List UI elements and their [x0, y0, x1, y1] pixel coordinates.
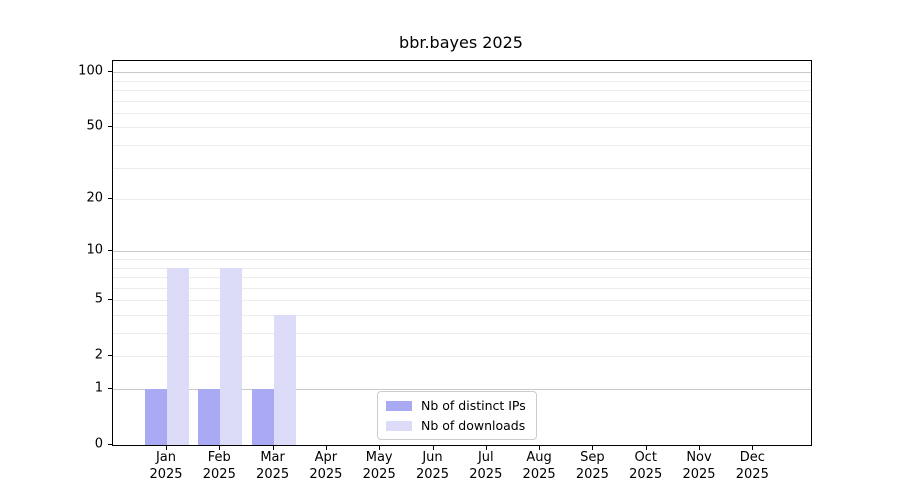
x-tick-mark [272, 446, 274, 450]
gridline-minor [113, 267, 811, 269]
x-tick-label-line: Feb [207, 450, 231, 465]
x-tick-mark [166, 446, 167, 450]
gridline-minor [113, 333, 811, 334]
legend-label: Nb of downloads [421, 418, 526, 433]
x-tick-label-line: Aug [526, 450, 552, 465]
gridline-minor [113, 80, 811, 82]
x-tick-mark [485, 446, 487, 450]
x-tick-label-line: 2025 [362, 467, 396, 482]
x-tick-label: Mar 2025 [256, 449, 289, 483]
legend-row: Nb of downloads [386, 417, 526, 434]
x-tick-mark [699, 446, 700, 450]
x-tick-label-line: 2025 [682, 467, 716, 482]
gridline-minor [113, 287, 811, 289]
y-tick-mark [108, 198, 112, 200]
gridline-minor [113, 145, 811, 146]
x-tick-mark [219, 446, 221, 450]
x-tick-label-line: 2025 [256, 467, 290, 482]
bar-distinct-ips [198, 389, 221, 445]
x-tick-label: Dec 2025 [736, 449, 769, 483]
x-tick-label-line: Jun [422, 450, 443, 465]
x-tick-label-line: Nov [686, 450, 712, 465]
y-tick-label: 20 [86, 190, 103, 206]
x-tick-label: Feb 2025 [203, 449, 236, 483]
y-tick-mark [108, 250, 112, 252]
x-tick-label: Sep 2025 [576, 449, 609, 483]
x-tick-mark [539, 446, 541, 450]
y-tick-label: 10 [86, 242, 103, 258]
gridline-minor [113, 258, 811, 260]
x-tick-label-line: 2025 [309, 467, 343, 482]
y-tick-mark [108, 126, 112, 128]
x-tick-label-line: 2025 [415, 467, 450, 482]
gridline-minor [113, 167, 811, 169]
x-tick-label-line: 2025 [522, 467, 556, 482]
x-tick-label-line: Mar [260, 450, 285, 465]
x-tick-mark [592, 446, 594, 450]
x-tick-label: Oct 2025 [629, 449, 662, 483]
x-tick-label-line: 2025 [575, 467, 609, 482]
gridline-minor [113, 127, 811, 129]
x-tick-label-line: 2025 [202, 467, 236, 482]
y-tick-label: 5 [94, 291, 103, 307]
x-tick-label-line: Oct [634, 450, 657, 465]
gridline-minor [113, 356, 811, 358]
y-tick-label: 0 [94, 436, 103, 452]
y-tick-mark [108, 355, 112, 357]
x-tick-mark [645, 446, 647, 450]
x-tick-label-line: Dec [739, 450, 765, 465]
legend-swatch [386, 400, 412, 411]
plot-area [112, 60, 812, 446]
legend: Nb of distinct IPs Nb of downloads [377, 391, 537, 440]
y-tick-label: 50 [86, 118, 103, 134]
gridline-major [113, 72, 811, 74]
legend-label: Nb of distinct IPs [421, 398, 526, 413]
bar-downloads [167, 267, 189, 445]
gridline-minor [113, 90, 811, 91]
gridline-minor [113, 199, 811, 201]
x-tick-label: May 2025 [363, 449, 396, 483]
bar-distinct-ips [145, 389, 167, 445]
x-tick-label-line: Apr [314, 450, 338, 465]
x-tick-label-line: 2025 [629, 467, 663, 482]
x-tick-label-line: 2025 [149, 467, 183, 482]
y-tick-label: 100 [78, 63, 103, 79]
y-tick-mark [108, 299, 112, 301]
bar-distinct-ips [251, 389, 274, 445]
gridline-minor [113, 100, 811, 102]
x-tick-mark [432, 446, 434, 450]
y-tick-label: 1 [94, 380, 103, 396]
x-tick-label-line: Jan [155, 450, 177, 465]
gridline-minor [113, 314, 811, 316]
x-tick-mark [752, 446, 754, 450]
x-tick-label: Nov 2025 [682, 449, 715, 483]
gridline-major [113, 389, 811, 390]
gridline-minor [113, 277, 811, 279]
x-tick-label: Aug 2025 [523, 449, 556, 483]
gridline-minor [113, 300, 811, 302]
x-tick-label: Jan 2025 [149, 449, 182, 483]
x-tick-label-line: May [365, 450, 393, 465]
gridline-minor [113, 112, 811, 114]
x-tick-mark [379, 446, 381, 450]
y-tick-mark [108, 444, 112, 445]
x-tick-mark [325, 446, 327, 450]
x-tick-label-line: 2025 [735, 467, 769, 482]
x-tick-label-line: Sep [580, 450, 605, 465]
x-tick-label-line: Jul [477, 450, 494, 465]
x-tick-label: Jul 2025 [469, 449, 502, 483]
x-tick-label: Apr 2025 [309, 449, 342, 483]
y-tick-mark [108, 71, 112, 73]
chart-title: bbr.bayes 2025 [399, 33, 523, 52]
x-tick-label: Jun 2025 [416, 449, 449, 483]
gridline-major [113, 251, 811, 253]
x-tick-label-line: 2025 [469, 467, 503, 482]
y-tick-mark [108, 388, 112, 389]
legend-swatch [386, 420, 412, 431]
bar-downloads [273, 314, 296, 445]
bar-downloads [220, 267, 243, 445]
legend-row: Nb of distinct IPs [386, 397, 526, 414]
y-tick-label: 2 [94, 347, 103, 363]
